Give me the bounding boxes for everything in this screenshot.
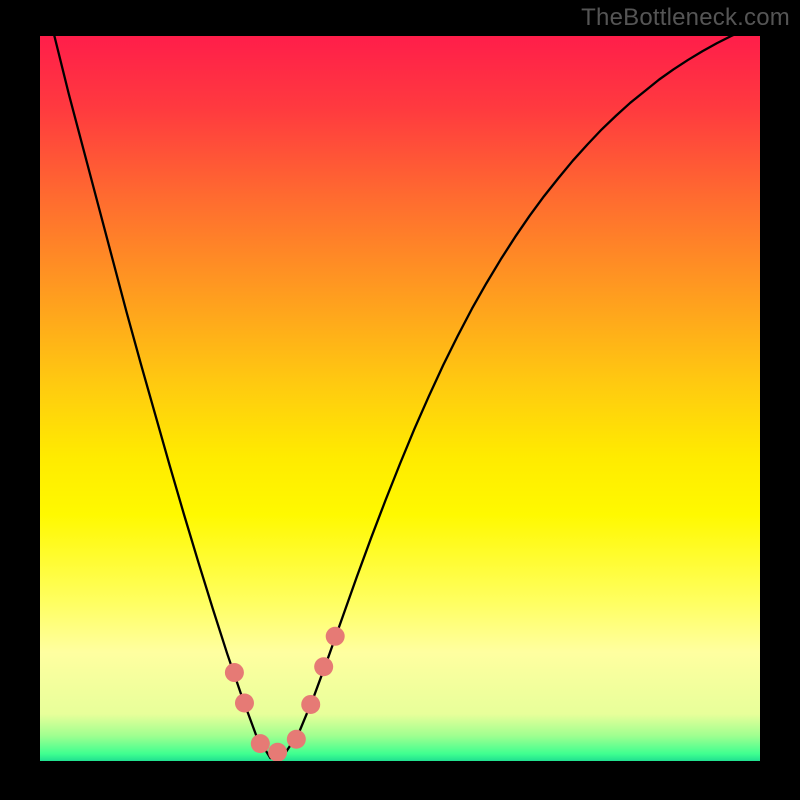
data-dot xyxy=(268,743,287,761)
data-dot xyxy=(225,663,244,682)
watermark-text: TheBottleneck.com xyxy=(581,4,790,32)
chart-svg xyxy=(40,36,760,761)
chart-plot-area xyxy=(40,36,760,761)
data-dot xyxy=(314,657,333,676)
data-dot xyxy=(287,730,306,749)
data-dot xyxy=(301,695,320,714)
data-dot xyxy=(251,734,270,753)
data-dot xyxy=(235,694,254,713)
data-dot xyxy=(326,627,345,646)
